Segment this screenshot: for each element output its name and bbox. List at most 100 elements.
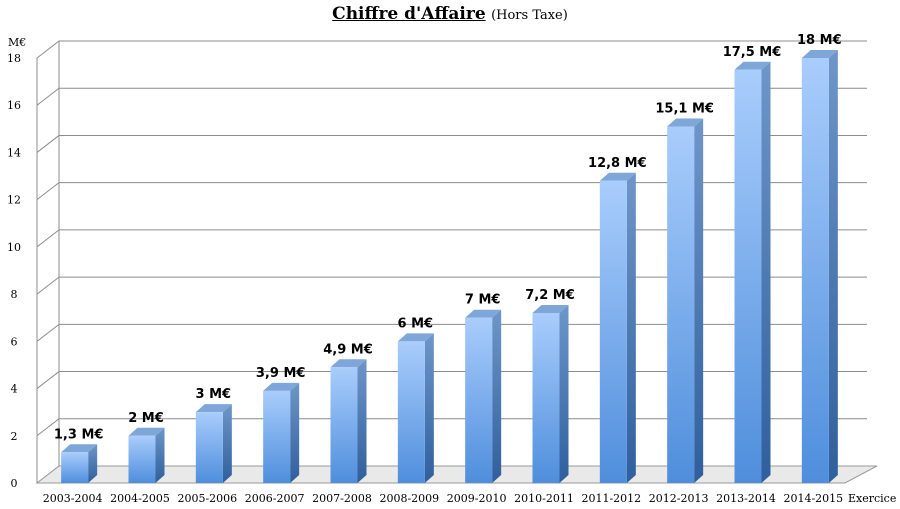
bar-front — [532, 313, 560, 483]
y-tick-label: 12 — [7, 194, 21, 207]
bar-side — [290, 382, 300, 483]
bar-front — [128, 435, 156, 483]
labels: 1,3 M€ 2003-2004 2 M€ 2004-2005 3 M€ 2005-200… — [43, 33, 843, 505]
bars — [61, 50, 838, 484]
gridline-connector — [36, 182, 60, 201]
data-label: 15,1 M€ — [655, 101, 714, 116]
bar-2007-2008 — [330, 359, 367, 483]
y-tick-label: 14 — [7, 146, 21, 159]
bar-side — [694, 118, 704, 483]
bar-front — [465, 317, 493, 483]
bar-side — [155, 427, 165, 483]
y-tick-label: 4 — [11, 383, 18, 396]
data-label: 3,9 M€ — [256, 366, 306, 381]
chart-title: Chiffre d'Affaire (Hors Taxe) — [0, 4, 900, 24]
x-tick-label: 2014-2015 — [783, 492, 843, 505]
bar-2003-2004 — [61, 444, 98, 483]
bar-top — [263, 382, 300, 391]
bar-top — [599, 172, 636, 181]
bar-side — [424, 333, 434, 483]
y-tick-label: 2 — [11, 430, 18, 443]
gridline-connector — [36, 371, 60, 389]
data-label: 7,2 M€ — [525, 288, 575, 303]
x-tick-label: 2004-2005 — [110, 492, 170, 505]
gridline-connector — [36, 229, 60, 248]
bar-top — [532, 305, 569, 313]
bar-side — [626, 172, 636, 483]
gridline-connector — [36, 323, 60, 342]
bar-top — [195, 404, 232, 413]
bar-side — [761, 61, 771, 484]
x-tick-label: 2008-2009 — [379, 492, 439, 505]
bar-top — [734, 61, 771, 70]
bar-front — [61, 452, 89, 483]
y-tick-label: 6 — [11, 335, 18, 348]
bar-side — [559, 305, 569, 483]
bar-2010-2011 — [532, 305, 569, 483]
bar-front — [397, 341, 425, 483]
x-tick-label: 2013-2014 — [716, 492, 776, 505]
data-label: 2 M€ — [128, 411, 164, 426]
data-label: 1,3 M€ — [54, 427, 104, 442]
x-tick-label: 2007-2008 — [312, 492, 372, 505]
bar-front — [263, 390, 291, 483]
x-tick-label: 2010-2011 — [514, 492, 574, 505]
x-tick-label: 2012-2013 — [649, 492, 709, 505]
x-tick-label: 2006-2007 — [245, 492, 305, 505]
x-tick-label: 2003-2004 — [43, 492, 103, 505]
bar-top — [61, 444, 98, 453]
gridline-connector — [36, 87, 60, 106]
bar-2013-2014 — [734, 61, 771, 484]
bar-front — [195, 412, 223, 483]
data-label: 7 M€ — [465, 293, 501, 308]
bar-top — [801, 50, 838, 58]
x-tick-label: 2009-2010 — [447, 492, 507, 505]
y-tick-label: 0 — [11, 477, 18, 490]
x-tick-label: 2011-2012 — [581, 492, 641, 505]
bar-top — [465, 309, 502, 318]
x-axis-label: Exercice — [848, 492, 896, 505]
data-label: 12,8 M€ — [588, 156, 647, 171]
data-label: 18 M€ — [797, 33, 842, 48]
bar-2011-2012 — [599, 172, 636, 483]
axes: 0 2 4 6 8 10 12 14 16 18 M€ Exercice — [7, 36, 896, 505]
bar-side — [357, 359, 367, 483]
data-label: 4,9 M€ — [323, 342, 373, 357]
bar-front — [801, 58, 829, 483]
bar-front — [599, 180, 627, 483]
bar-2009-2010 — [465, 309, 502, 483]
y-tick-label: 10 — [7, 241, 21, 254]
y-tick-label: 18 — [7, 52, 21, 65]
chart-floor — [35, 465, 878, 484]
bar-2005-2006 — [195, 404, 232, 483]
data-label: 6 M€ — [398, 316, 434, 331]
bar-front — [734, 69, 762, 484]
y-tick-label: 16 — [7, 99, 21, 112]
bar-2004-2005 — [128, 427, 165, 483]
bar-side — [828, 50, 838, 483]
bar-top — [330, 359, 367, 368]
gridline-connector — [36, 276, 60, 295]
y-axis-label: M€ — [8, 36, 26, 49]
chart-subtitle: (Hors Taxe) — [491, 8, 568, 23]
bar-front — [330, 367, 358, 483]
bar-2008-2009 — [397, 333, 434, 483]
data-label: 3 M€ — [196, 387, 232, 402]
bar-side — [222, 404, 232, 483]
y-tick-label: 8 — [11, 288, 18, 301]
x-tick-label: 2005-2006 — [177, 492, 237, 505]
bar-2006-2007 — [263, 382, 300, 483]
bar-side — [88, 444, 98, 483]
bar-2014-2015 — [801, 50, 838, 483]
bar-top — [667, 118, 704, 127]
data-label: 17,5 M€ — [723, 45, 782, 60]
gridline-connector — [36, 135, 60, 153]
bar-side — [492, 309, 502, 483]
bar-top — [397, 333, 434, 342]
gridline-connector — [36, 40, 60, 59]
bar-top — [128, 427, 165, 436]
bar-2012-2013 — [667, 118, 704, 483]
bar-front — [667, 126, 695, 483]
chart-title-main: Chiffre d'Affaire — [332, 4, 486, 24]
